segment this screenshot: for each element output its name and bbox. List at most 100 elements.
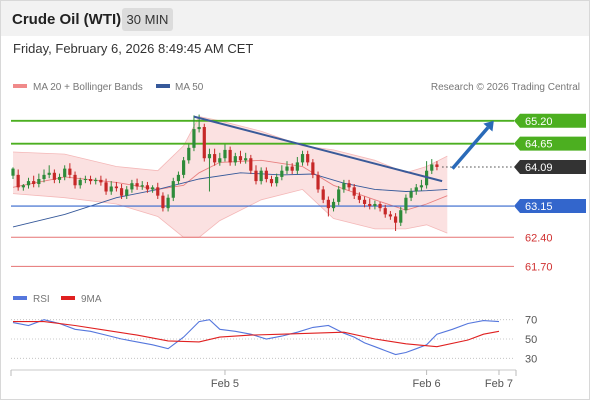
candle-down xyxy=(362,199,367,204)
candle-up xyxy=(83,179,87,181)
trendline xyxy=(193,115,443,183)
candle-down xyxy=(347,183,351,188)
rsi-tick-label: 70 xyxy=(525,315,537,327)
bollinger-band xyxy=(13,116,448,238)
candle-down xyxy=(88,179,93,182)
ma20-legend-swatch xyxy=(13,84,27,88)
rsi-legend-label: RSI xyxy=(33,294,50,305)
candle-up xyxy=(404,197,408,211)
candle-up xyxy=(233,156,237,163)
candle-down xyxy=(388,214,393,217)
candle-up xyxy=(150,187,155,190)
candle-down xyxy=(435,164,439,167)
candle-up xyxy=(130,183,134,190)
candle-up xyxy=(399,210,403,223)
candle-down xyxy=(383,208,387,215)
candle-up xyxy=(223,149,227,159)
candle-up xyxy=(373,203,377,207)
price-level-label: 64.65 xyxy=(525,139,553,151)
candle-up xyxy=(21,185,25,188)
rsi-line xyxy=(12,319,500,356)
rsi-legend-swatch xyxy=(13,296,27,300)
timestamp: Friday, February 6, 2026 8:49:45 AM CET xyxy=(13,41,254,56)
candle-down xyxy=(119,188,124,196)
candle-down xyxy=(393,216,398,223)
candle-up xyxy=(125,189,129,196)
candle-up xyxy=(280,170,284,177)
price-level-label: 64.09 xyxy=(525,162,553,174)
rsi-ma-line xyxy=(13,321,500,348)
candle-up xyxy=(197,127,201,130)
rsi-tick-label: 30 xyxy=(525,353,537,365)
candle-up xyxy=(275,176,279,184)
candle-up xyxy=(47,172,51,175)
ma50-legend-label: MA 50 xyxy=(175,82,204,93)
x-tick-label: Feb 7 xyxy=(485,378,513,390)
candle-down xyxy=(68,168,72,175)
candle-up xyxy=(295,162,299,171)
x-tick-label: Feb 5 xyxy=(211,378,239,390)
instrument-title: Crude Oil (WTI) xyxy=(12,11,122,28)
candle-up xyxy=(11,168,15,176)
price-label-box xyxy=(514,199,586,214)
price-label-box xyxy=(514,113,586,128)
candle-up xyxy=(300,154,305,163)
price-level-label: 62.40 xyxy=(525,232,553,244)
ma9-legend-swatch xyxy=(61,296,75,300)
candle-down xyxy=(326,199,330,209)
candle-up xyxy=(171,181,175,198)
candle-down xyxy=(32,181,36,185)
price-level-label: 61.70 xyxy=(525,261,553,273)
candle-up xyxy=(430,164,434,171)
candle-down xyxy=(52,172,56,180)
price-label-box xyxy=(514,159,586,174)
candle-up xyxy=(414,187,418,192)
candle-down xyxy=(114,186,118,189)
candle-up xyxy=(109,186,113,192)
candle-down xyxy=(254,170,258,182)
candle-down xyxy=(135,183,139,187)
ma50-legend-swatch xyxy=(156,84,170,88)
candle-up xyxy=(182,160,186,175)
candle-up xyxy=(187,147,191,161)
price-level-label: 63.15 xyxy=(525,201,553,213)
candle-up xyxy=(37,179,41,185)
timeframe-badge[interactable]: 30 MIN xyxy=(122,8,173,31)
candle-down xyxy=(228,149,232,163)
candle-up xyxy=(57,176,62,180)
candle-up xyxy=(42,174,46,180)
candle-up xyxy=(192,129,196,148)
candle-up xyxy=(409,191,413,198)
rsi-tick-label: 50 xyxy=(525,334,537,346)
candle-up xyxy=(94,179,98,182)
candle-down xyxy=(311,162,315,175)
x-tick-label: Feb 6 xyxy=(413,378,441,390)
candle-down xyxy=(238,156,243,161)
candle-down xyxy=(99,179,103,183)
candle-up xyxy=(207,154,212,159)
candle-up xyxy=(140,185,144,187)
candle-down xyxy=(378,203,382,209)
candle-down xyxy=(368,203,372,207)
candle-up xyxy=(259,170,263,182)
candle-down xyxy=(264,170,268,180)
header-bar: Crude Oil (WTI) 30 MIN xyxy=(1,1,589,36)
candle-up xyxy=(166,197,170,209)
candle-down xyxy=(269,179,274,184)
candle-down xyxy=(104,182,108,192)
candle-up xyxy=(285,166,289,171)
candle-down xyxy=(306,154,310,163)
ma9-legend-label: 9MA xyxy=(81,294,102,305)
candle-down xyxy=(156,187,160,196)
candle-down xyxy=(321,189,325,200)
candle-down xyxy=(357,195,361,200)
projection-arrow-head xyxy=(483,120,494,132)
price-label-box xyxy=(514,136,586,151)
price-level-label: 65.20 xyxy=(525,116,553,128)
candle-down xyxy=(202,127,206,159)
candle-up xyxy=(337,189,341,202)
candle-down xyxy=(352,187,356,196)
ma20-legend-label: MA 20 + Bollinger Bands xyxy=(33,82,143,93)
candle-down xyxy=(249,158,253,171)
candle-down xyxy=(73,174,77,186)
